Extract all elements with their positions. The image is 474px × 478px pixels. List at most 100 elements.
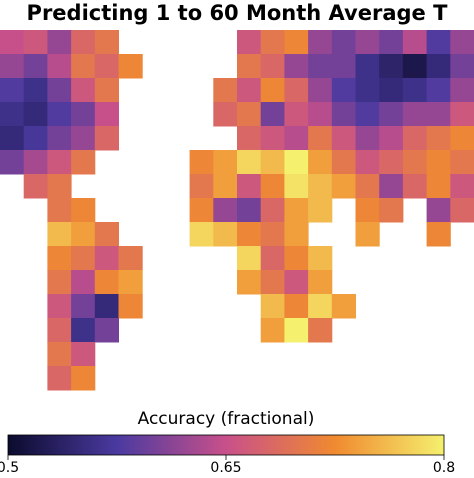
map-cell — [94, 78, 119, 103]
map-cell — [94, 294, 119, 319]
map-cell — [260, 318, 285, 343]
map-cell — [94, 318, 119, 343]
map-cell — [450, 198, 474, 223]
map-cell — [379, 150, 404, 175]
map-cell — [379, 78, 404, 103]
map-cell — [260, 222, 285, 247]
map-cell — [355, 174, 380, 199]
map-cell — [47, 270, 72, 295]
map-cell — [260, 54, 285, 79]
map-cell — [237, 78, 262, 103]
map-cell — [213, 150, 238, 175]
map-cell — [331, 102, 356, 127]
map-cell — [237, 198, 262, 223]
map-cell — [47, 366, 72, 391]
map-cell — [47, 102, 72, 127]
map-cell — [213, 102, 238, 127]
map-cell — [71, 318, 96, 343]
map-cell — [213, 174, 238, 199]
map-cell — [308, 246, 333, 271]
map-cell — [450, 126, 474, 151]
map-cell — [308, 294, 333, 319]
map-cell — [94, 54, 119, 79]
map-cell — [450, 150, 474, 175]
map-cell — [308, 54, 333, 79]
map-cell — [331, 30, 356, 55]
map-cell — [94, 30, 119, 55]
map-cell — [47, 78, 72, 103]
map-cell — [308, 270, 333, 295]
map-cell — [402, 126, 428, 151]
map-cell — [284, 294, 309, 319]
map-cell — [71, 246, 96, 271]
map-cell — [94, 246, 119, 271]
map-cell — [118, 246, 143, 271]
map-cell — [308, 174, 333, 199]
map-cell — [237, 54, 262, 79]
map-cell — [426, 126, 451, 151]
map-cell — [379, 174, 404, 199]
map-cell — [260, 270, 285, 295]
title: Predicting 1 to 60 Month Average T — [27, 1, 449, 25]
map-cell — [189, 198, 214, 223]
map-cell — [260, 174, 285, 199]
map-cell — [402, 174, 428, 199]
map-cell — [284, 150, 309, 175]
map-cell — [284, 198, 309, 223]
map-cell — [284, 270, 309, 295]
map-cell — [71, 294, 96, 319]
map-cell — [331, 150, 356, 175]
map-cell — [355, 150, 380, 175]
map-cell — [47, 198, 72, 223]
colorbar — [7, 434, 445, 456]
map-cell — [284, 318, 309, 343]
map-cell — [71, 222, 96, 247]
map-cell — [355, 126, 380, 151]
map-cell — [0, 102, 25, 127]
map-cell — [284, 222, 309, 247]
map-cell — [0, 78, 25, 103]
map-cell — [71, 102, 96, 127]
map-cell — [426, 78, 451, 103]
map-cell — [331, 54, 356, 79]
map-cell — [213, 198, 238, 223]
colorbar-tick-label: 0.5 — [0, 460, 19, 474]
colorbar-label: Accuracy (fractional) — [138, 409, 315, 429]
map-cell — [308, 198, 333, 223]
map-cell — [237, 126, 262, 151]
map-cell — [237, 30, 262, 55]
map-cell — [94, 222, 119, 247]
map-cell — [23, 102, 48, 127]
map-cell — [94, 270, 119, 295]
map-cells — [0, 30, 474, 391]
map-cell — [308, 126, 333, 151]
map-cell — [426, 222, 451, 247]
map-cell — [47, 342, 72, 367]
map-cell — [71, 54, 96, 79]
map-cell — [331, 78, 356, 103]
map-cell — [426, 30, 451, 55]
map-cell — [450, 54, 474, 79]
map-cell — [284, 102, 309, 127]
map-cell — [450, 30, 474, 55]
map-cell — [355, 198, 380, 223]
map-cell — [426, 54, 451, 79]
map-cell — [71, 270, 96, 295]
map-cell — [71, 30, 96, 55]
map-cell — [237, 102, 262, 127]
map-cell — [450, 174, 474, 199]
map-cell — [237, 270, 262, 295]
map-cell — [260, 78, 285, 103]
map-cell — [260, 126, 285, 151]
map-cell — [379, 126, 404, 151]
map-cell — [71, 126, 96, 151]
map-cell — [331, 126, 356, 151]
map-cell — [402, 54, 428, 79]
map-cell — [71, 366, 96, 391]
map-cell — [331, 294, 356, 319]
map-cell — [71, 342, 96, 367]
map-cell — [355, 222, 380, 247]
map-cell — [260, 102, 285, 127]
map-cell — [118, 270, 143, 295]
